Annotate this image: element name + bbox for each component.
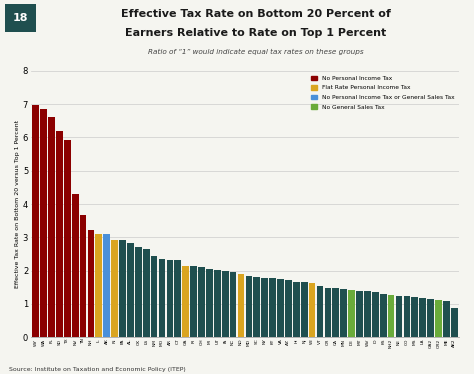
Text: Effective Tax Rate on Bottom 20 Percent of: Effective Tax Rate on Bottom 20 Percent …	[121, 9, 391, 19]
Bar	[151, 256, 157, 337]
Text: 18: 18	[12, 13, 28, 23]
Bar	[435, 300, 442, 337]
Bar	[64, 140, 71, 337]
Bar	[119, 240, 126, 337]
Bar	[419, 298, 426, 337]
Bar	[182, 266, 189, 337]
Bar	[277, 279, 284, 337]
Bar	[285, 279, 292, 337]
Bar	[325, 288, 331, 337]
Bar	[261, 278, 268, 337]
Bar	[301, 282, 308, 337]
Bar	[40, 110, 47, 337]
Bar	[356, 291, 363, 337]
Bar	[388, 295, 394, 337]
Bar	[396, 295, 402, 337]
Bar	[48, 117, 55, 337]
Bar	[174, 260, 181, 337]
Bar	[159, 259, 165, 337]
Bar	[206, 269, 213, 337]
Text: Ratio of “1” would indicate equal tax rates on these groups: Ratio of “1” would indicate equal tax ra…	[148, 49, 364, 55]
Bar	[317, 286, 323, 337]
Bar	[427, 299, 434, 337]
Bar	[72, 194, 79, 337]
Bar	[246, 276, 252, 337]
Bar	[198, 267, 205, 337]
Bar	[380, 294, 386, 337]
Bar	[127, 243, 134, 337]
Bar	[309, 283, 316, 337]
Text: Source: Institute on Taxation and Economic Policy (ITEP): Source: Institute on Taxation and Econom…	[9, 367, 186, 372]
Text: Earners Relative to Rate on Top 1 Percent: Earners Relative to Rate on Top 1 Percen…	[125, 28, 387, 38]
Bar	[143, 249, 150, 337]
Bar	[254, 277, 260, 337]
Bar	[443, 301, 450, 337]
Bar	[403, 296, 410, 337]
Bar	[214, 270, 221, 337]
Bar	[103, 234, 110, 337]
Bar	[340, 289, 347, 337]
Bar	[230, 272, 237, 337]
Bar	[269, 278, 276, 337]
Bar	[222, 270, 228, 337]
Bar	[80, 215, 86, 337]
Bar	[32, 105, 39, 337]
Bar	[332, 288, 339, 337]
Bar	[293, 282, 300, 337]
Bar	[451, 308, 457, 337]
Bar	[411, 297, 418, 337]
Bar	[95, 234, 102, 337]
Legend: No Personal Income Tax, Flat Rate Personal Income Tax, No Personal Income Tax or: No Personal Income Tax, Flat Rate Person…	[310, 74, 456, 111]
Bar	[364, 291, 371, 337]
Bar	[135, 247, 142, 337]
Bar	[372, 292, 379, 337]
Bar	[166, 260, 173, 337]
Bar	[237, 274, 245, 337]
Bar	[56, 131, 63, 337]
Bar	[111, 240, 118, 337]
Bar	[190, 266, 197, 337]
Bar	[88, 230, 94, 337]
Y-axis label: Effective Tax Rate on Bottom 20 versus Top 1 Percent: Effective Tax Rate on Bottom 20 versus T…	[15, 120, 20, 288]
Bar	[348, 290, 355, 337]
